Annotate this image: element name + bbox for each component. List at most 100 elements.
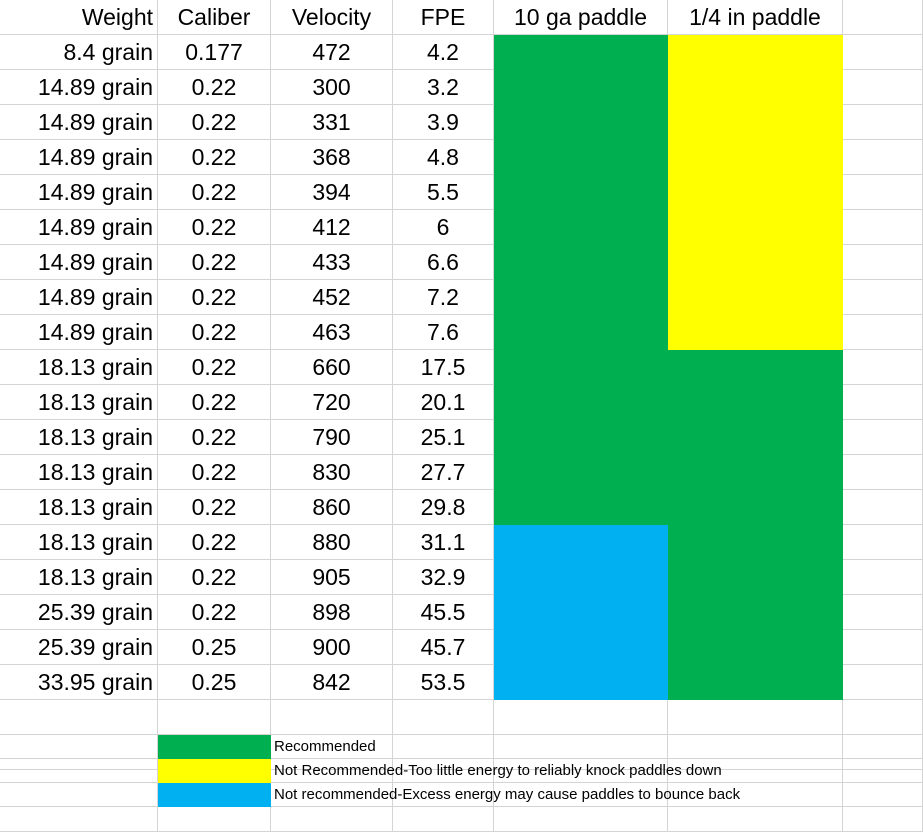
- status-cell-ga10[interactable]: [494, 70, 668, 105]
- cell-caliber[interactable]: 0.22: [158, 140, 271, 175]
- empty-cell[interactable]: [494, 735, 668, 759]
- cell-fpe[interactable]: 32.9: [393, 560, 494, 595]
- cell-weight[interactable]: 33.95 grain: [0, 665, 158, 700]
- empty-cell[interactable]: [843, 385, 923, 420]
- empty-cell[interactable]: [843, 630, 923, 665]
- cell-caliber[interactable]: 0.22: [158, 350, 271, 385]
- status-cell-ga10[interactable]: [494, 210, 668, 245]
- status-cell-ga10[interactable]: [494, 665, 668, 700]
- cell-weight[interactable]: 14.89 grain: [0, 70, 158, 105]
- empty-cell[interactable]: [0, 783, 158, 807]
- status-cell-ga10[interactable]: [494, 35, 668, 70]
- empty-cell[interactable]: [668, 700, 843, 735]
- empty-cell[interactable]: [271, 735, 393, 759]
- cell-velocity[interactable]: 900: [271, 630, 393, 665]
- empty-cell[interactable]: [843, 455, 923, 490]
- status-cell-in14[interactable]: [668, 280, 843, 315]
- empty-cell[interactable]: [393, 700, 494, 735]
- cell-weight[interactable]: 14.89 grain: [0, 245, 158, 280]
- cell-fpe[interactable]: 3.2: [393, 70, 494, 105]
- cell-weight[interactable]: 18.13 grain: [0, 455, 158, 490]
- cell-weight[interactable]: 18.13 grain: [0, 560, 158, 595]
- empty-cell[interactable]: [271, 783, 393, 807]
- cell-caliber[interactable]: 0.22: [158, 420, 271, 455]
- cell-caliber[interactable]: 0.22: [158, 105, 271, 140]
- cell-velocity[interactable]: 660: [271, 350, 393, 385]
- cell-fpe[interactable]: 31.1: [393, 525, 494, 560]
- cell-fpe[interactable]: 3.9: [393, 105, 494, 140]
- cell-weight[interactable]: 25.39 grain: [0, 595, 158, 630]
- status-cell-in14[interactable]: [668, 175, 843, 210]
- empty-cell[interactable]: [271, 700, 393, 735]
- status-cell-ga10[interactable]: [494, 140, 668, 175]
- cell-fpe[interactable]: 53.5: [393, 665, 494, 700]
- cell-fpe[interactable]: 17.5: [393, 350, 494, 385]
- empty-cell[interactable]: [843, 595, 923, 630]
- status-cell-in14[interactable]: [668, 420, 843, 455]
- cell-weight[interactable]: 14.89 grain: [0, 175, 158, 210]
- empty-cell[interactable]: [158, 700, 271, 735]
- status-cell-in14[interactable]: [668, 630, 843, 665]
- column-header-5[interactable]: 1/4 in paddle: [668, 0, 843, 35]
- cell-velocity[interactable]: 905: [271, 560, 393, 595]
- column-header-2[interactable]: Velocity: [271, 0, 393, 35]
- cell-caliber[interactable]: 0.22: [158, 560, 271, 595]
- empty-cell[interactable]: [843, 807, 923, 832]
- cell-velocity[interactable]: 452: [271, 280, 393, 315]
- status-cell-in14[interactable]: [668, 105, 843, 140]
- status-cell-in14[interactable]: [668, 70, 843, 105]
- cell-fpe[interactable]: 5.5: [393, 175, 494, 210]
- empty-cell[interactable]: [271, 807, 393, 832]
- cell-velocity[interactable]: 880: [271, 525, 393, 560]
- empty-cell[interactable]: [494, 807, 668, 832]
- status-cell-ga10[interactable]: [494, 525, 668, 560]
- cell-fpe[interactable]: 4.8: [393, 140, 494, 175]
- cell-fpe[interactable]: 25.1: [393, 420, 494, 455]
- cell-weight[interactable]: 14.89 grain: [0, 210, 158, 245]
- status-cell-ga10[interactable]: [494, 385, 668, 420]
- status-cell-ga10[interactable]: [494, 175, 668, 210]
- empty-cell[interactable]: [668, 807, 843, 832]
- cell-weight[interactable]: 14.89 grain: [0, 140, 158, 175]
- empty-cell[interactable]: [271, 759, 393, 783]
- status-cell-ga10[interactable]: [494, 280, 668, 315]
- cell-velocity[interactable]: 394: [271, 175, 393, 210]
- empty-cell[interactable]: [843, 315, 923, 350]
- cell-fpe[interactable]: 7.2: [393, 280, 494, 315]
- empty-cell[interactable]: [843, 759, 923, 783]
- empty-cell[interactable]: [843, 490, 923, 525]
- cell-velocity[interactable]: 472: [271, 35, 393, 70]
- empty-cell[interactable]: [843, 560, 923, 595]
- status-cell-ga10[interactable]: [494, 455, 668, 490]
- cell-velocity[interactable]: 790: [271, 420, 393, 455]
- status-cell-ga10[interactable]: [494, 595, 668, 630]
- empty-cell[interactable]: [843, 210, 923, 245]
- status-cell-ga10[interactable]: [494, 490, 668, 525]
- cell-velocity[interactable]: 331: [271, 105, 393, 140]
- cell-caliber[interactable]: 0.25: [158, 665, 271, 700]
- cell-caliber[interactable]: 0.22: [158, 525, 271, 560]
- cell-fpe[interactable]: 20.1: [393, 385, 494, 420]
- empty-cell[interactable]: [843, 700, 923, 735]
- status-cell-ga10[interactable]: [494, 560, 668, 595]
- cell-velocity[interactable]: 898: [271, 595, 393, 630]
- empty-cell[interactable]: [668, 759, 843, 783]
- cell-caliber[interactable]: 0.22: [158, 70, 271, 105]
- empty-cell[interactable]: [843, 0, 923, 35]
- empty-cell[interactable]: [393, 807, 494, 832]
- cell-caliber[interactable]: 0.22: [158, 595, 271, 630]
- status-cell-ga10[interactable]: [494, 630, 668, 665]
- empty-cell[interactable]: [0, 735, 158, 759]
- status-cell-in14[interactable]: [668, 350, 843, 385]
- empty-cell[interactable]: [843, 140, 923, 175]
- empty-cell[interactable]: [0, 700, 158, 735]
- empty-cell[interactable]: [843, 735, 923, 759]
- empty-cell[interactable]: [843, 525, 923, 560]
- cell-weight[interactable]: 14.89 grain: [0, 105, 158, 140]
- cell-caliber[interactable]: 0.22: [158, 175, 271, 210]
- status-cell-in14[interactable]: [668, 595, 843, 630]
- status-cell-in14[interactable]: [668, 315, 843, 350]
- cell-caliber[interactable]: 0.22: [158, 385, 271, 420]
- cell-fpe[interactable]: 7.6: [393, 315, 494, 350]
- status-cell-in14[interactable]: [668, 140, 843, 175]
